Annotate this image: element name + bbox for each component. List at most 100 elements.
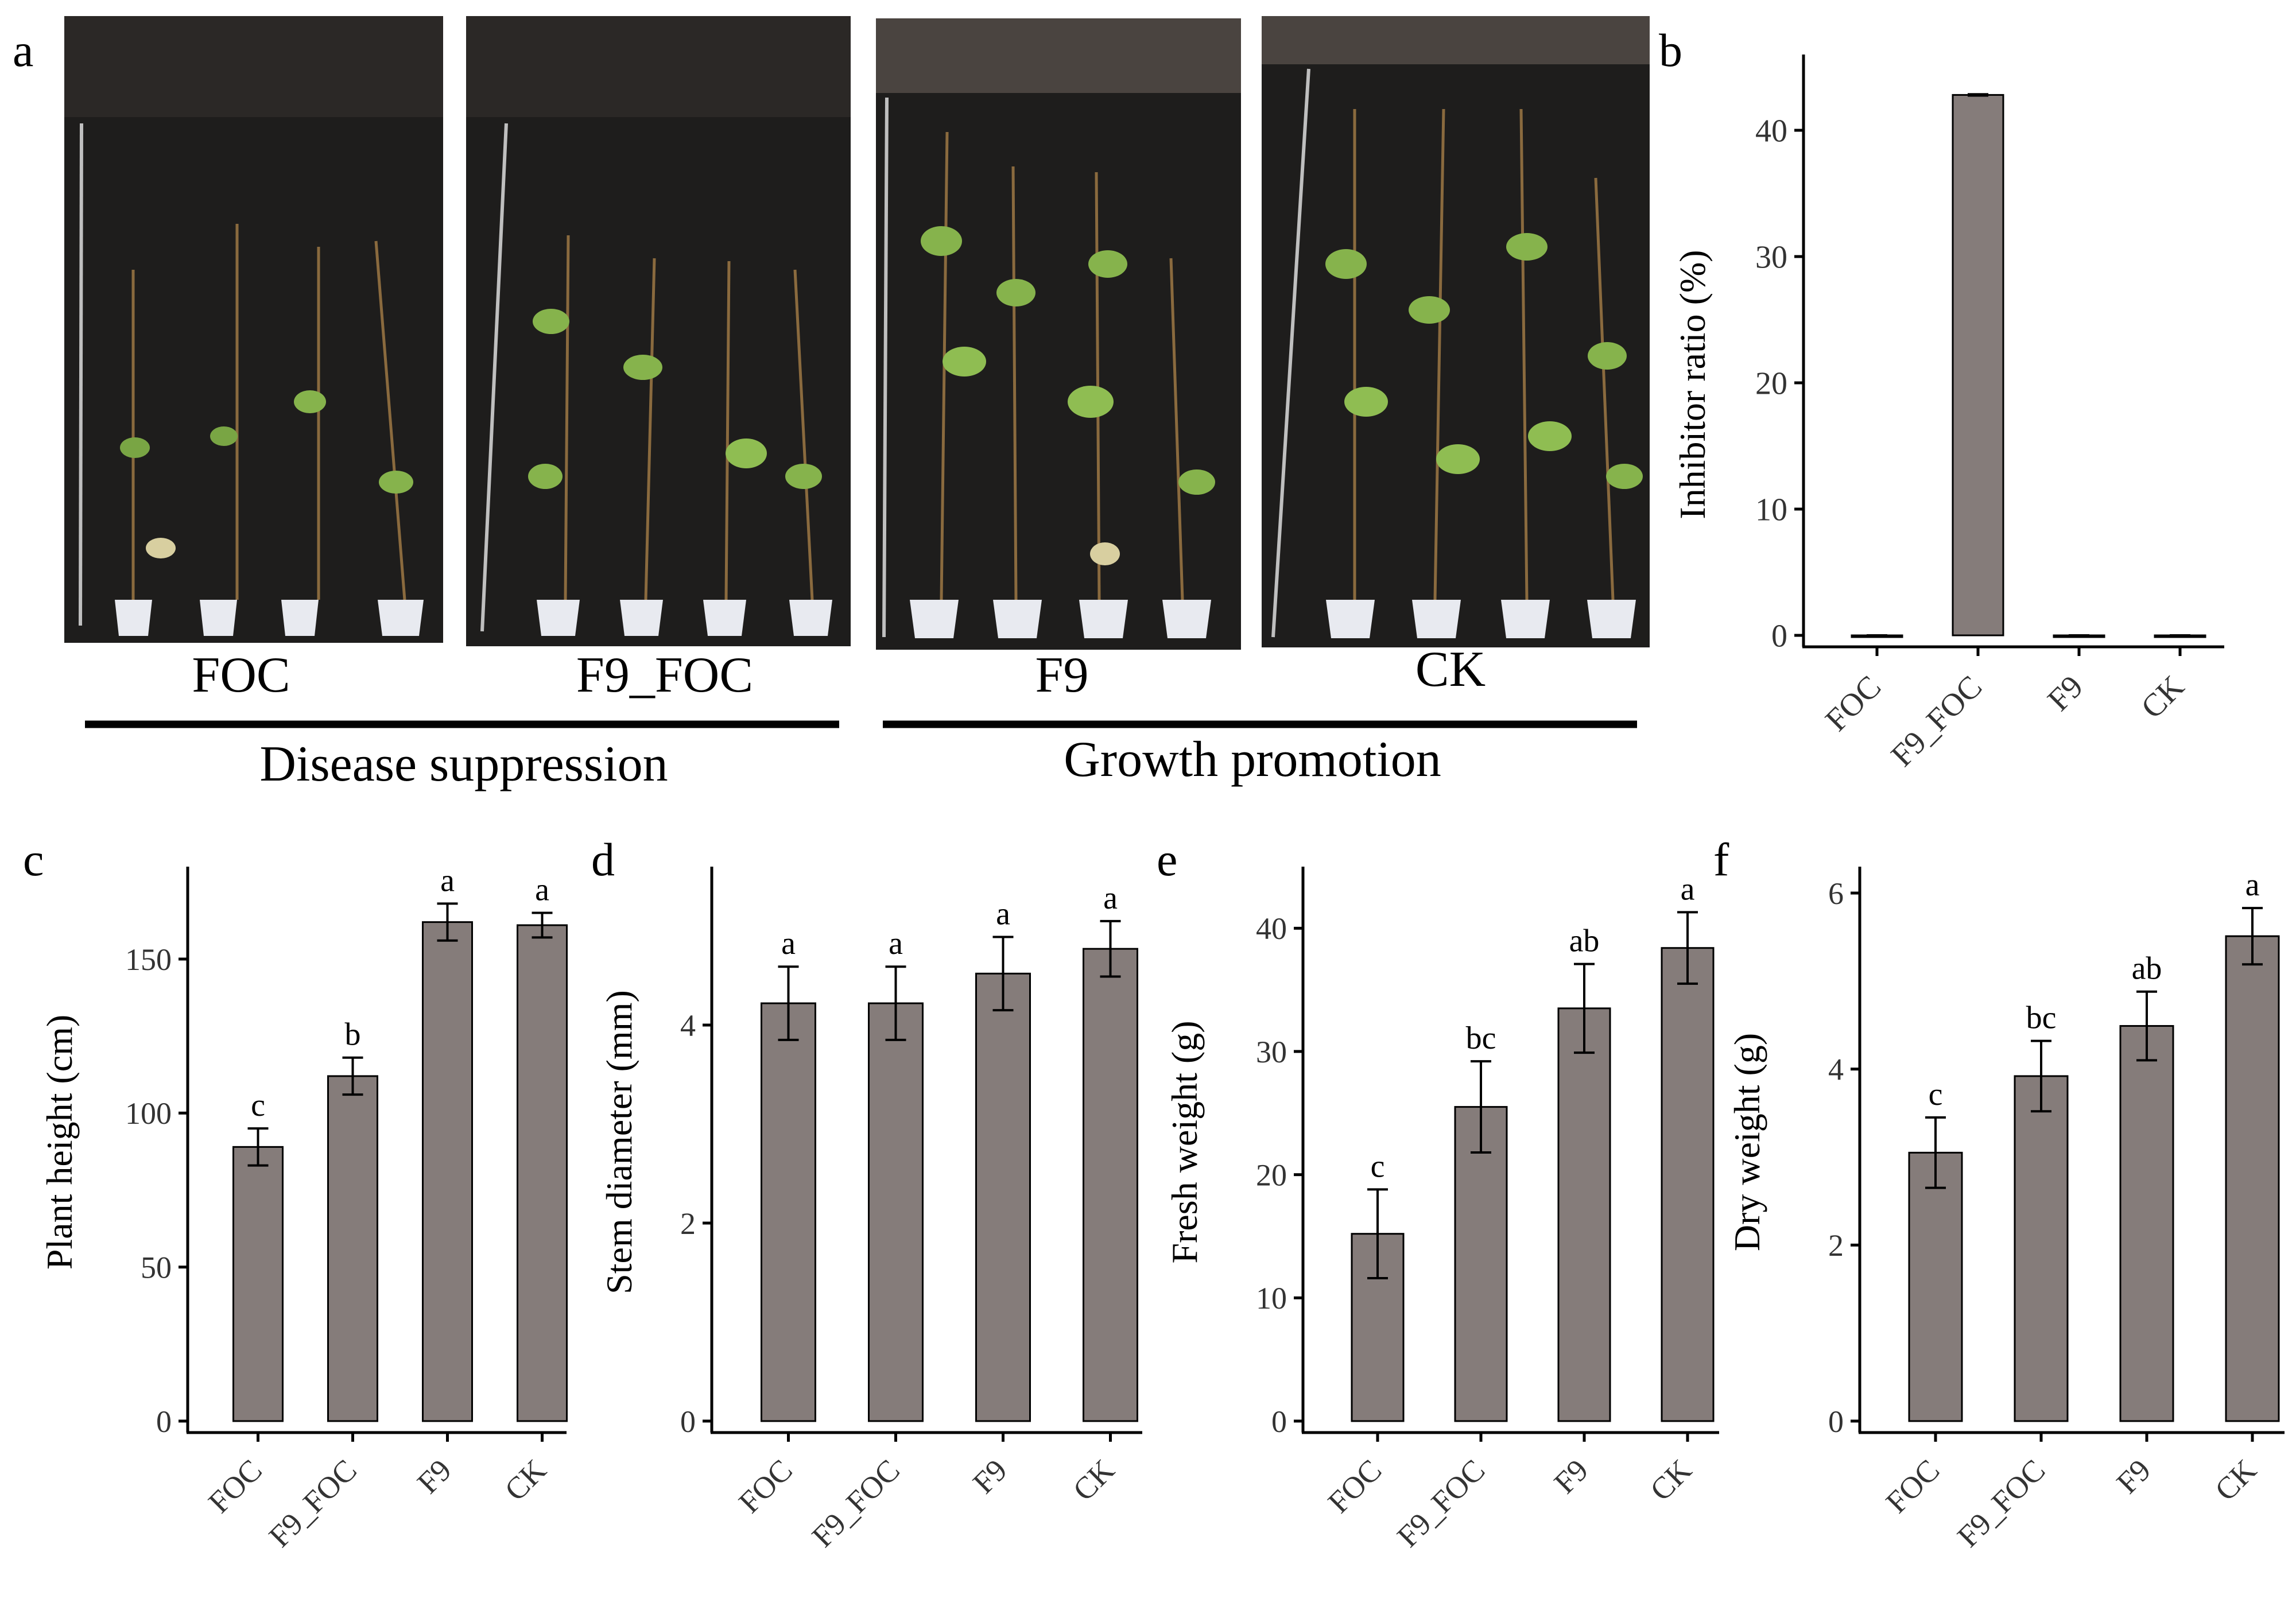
x-tick-label: F9 bbox=[1548, 1453, 1595, 1500]
x-tick-label: FOC bbox=[1879, 1453, 1946, 1520]
significance-letter: ab bbox=[1569, 923, 1600, 959]
group-label-growth: Growth promotion bbox=[1064, 732, 1441, 787]
x-tick-label: FOC bbox=[1818, 669, 1888, 738]
bar-f9 bbox=[2119, 1025, 2174, 1422]
y-tick-label: 100 bbox=[125, 1096, 172, 1131]
photo-f9 bbox=[876, 18, 1241, 650]
y-tick-label: 50 bbox=[141, 1251, 172, 1285]
bar-ck bbox=[1083, 948, 1138, 1422]
y-tick-label: 4 bbox=[680, 1008, 696, 1043]
y-tick-label: 40 bbox=[1256, 911, 1287, 946]
bar-ck bbox=[2225, 935, 2280, 1422]
y-tick-label: 0 bbox=[1771, 619, 1787, 654]
bar-f9-foc bbox=[1952, 94, 2004, 637]
y-tick-label: 2 bbox=[680, 1206, 696, 1241]
bar-foc bbox=[761, 1002, 816, 1422]
y-tick-label: 30 bbox=[1256, 1035, 1287, 1069]
y-tick-label: 4 bbox=[1828, 1053, 1844, 1087]
significance-letter: bc bbox=[1466, 1020, 1496, 1056]
x-tick-label: F9_FOC bbox=[1390, 1453, 1491, 1554]
significance-letter: a bbox=[996, 896, 1010, 932]
panel-letter-d: d bbox=[591, 833, 615, 886]
y-tick-label: 0 bbox=[680, 1404, 696, 1439]
y-tick-label: 40 bbox=[1755, 114, 1787, 149]
x-tick-label: CK bbox=[498, 1453, 553, 1507]
y-tick-label: 150 bbox=[125, 942, 172, 977]
chart-c-plant-height: 0 50 100 150 Plant height (cm) c FOC b F9_FOC a F9… bbox=[39, 863, 568, 1554]
bar-f9-foc bbox=[868, 1002, 924, 1422]
significance-letter: b bbox=[345, 1017, 361, 1053]
y-tick-label: 0 bbox=[156, 1404, 172, 1439]
y-tick-label: 20 bbox=[1755, 366, 1787, 402]
photo-label-foc: FOC bbox=[192, 647, 290, 703]
y-tick-label: 10 bbox=[1755, 492, 1787, 528]
bar-foc bbox=[232, 1146, 284, 1422]
x-tick-label: CK bbox=[1643, 1453, 1698, 1507]
significance-letter: a bbox=[440, 863, 455, 898]
bar-f9-foc bbox=[1454, 1106, 1508, 1422]
photo-f9-foc bbox=[466, 16, 851, 646]
y-tick-label: 6 bbox=[1828, 876, 1844, 911]
x-tick-label: F9_FOC bbox=[805, 1453, 906, 1554]
chart-e-fresh-weight: 0 10 20 30 40 Fresh weight (g) c FOC bc F9_FOC ab F… bbox=[1164, 867, 1719, 1554]
x-tick-label: CK bbox=[2208, 1453, 2263, 1507]
significance-letter: a bbox=[535, 872, 549, 908]
x-tick-label: F9 bbox=[2110, 1453, 2158, 1500]
chart-f-dry-weight: 0 2 4 6 Dry weight (g) c FOC bc F9_FOC ab F9 a CK bbox=[1727, 867, 2285, 1554]
photo-label-f9-foc: F9_FOC bbox=[576, 647, 753, 703]
photo-label-ck: CK bbox=[1415, 642, 1486, 697]
x-tick-label: FOC bbox=[1321, 1453, 1389, 1520]
significance-letter: a bbox=[889, 926, 903, 961]
y-axis-label: Plant height (cm) bbox=[39, 1015, 80, 1270]
x-tick-label: CK bbox=[2134, 669, 2191, 725]
y-tick-label: 0 bbox=[1828, 1404, 1844, 1439]
y-tick-label: 30 bbox=[1755, 240, 1787, 275]
x-tick-label: FOC bbox=[732, 1453, 799, 1520]
significance-letter: c bbox=[1929, 1077, 1943, 1112]
x-tick-label: F9 bbox=[2041, 669, 2091, 718]
y-tick-label: 0 bbox=[1271, 1404, 1287, 1439]
photo-ck bbox=[1262, 16, 1650, 647]
bar-ck bbox=[517, 924, 568, 1422]
bar-f9-foc bbox=[327, 1075, 378, 1422]
panel-a-photos bbox=[64, 16, 1650, 650]
y-tick-label: 10 bbox=[1256, 1281, 1287, 1315]
y-tick-label: 2 bbox=[1828, 1228, 1844, 1263]
y-axis-label: Stem diameter (mm) bbox=[599, 990, 639, 1294]
x-tick-label: FOC bbox=[201, 1453, 269, 1520]
y-tick-label: 20 bbox=[1256, 1158, 1287, 1193]
significance-letter: a bbox=[781, 926, 796, 961]
x-tick-label: F9_FOC bbox=[1884, 669, 1989, 773]
y-axis-label: Fresh weight (g) bbox=[1164, 1020, 1205, 1263]
panel-letter-e: e bbox=[1157, 833, 1177, 886]
significance-letter: a bbox=[1103, 880, 1118, 916]
group-label-disease: Disease suppression bbox=[259, 736, 668, 792]
x-tick-label: F9 bbox=[410, 1453, 458, 1500]
bar-f9-foc bbox=[2014, 1075, 2069, 1422]
bar-f9 bbox=[975, 972, 1031, 1422]
x-tick-label: CK bbox=[1066, 1453, 1121, 1507]
photo-foc bbox=[64, 16, 443, 643]
x-tick-label: F9 bbox=[966, 1453, 1014, 1500]
significance-letter: a bbox=[2245, 867, 2260, 903]
panel-letter-b: b bbox=[1659, 24, 1682, 76]
panel-letter-f: f bbox=[1713, 833, 1729, 886]
significance-letter: ab bbox=[2132, 951, 2162, 987]
y-axis-label: Dry weight (g) bbox=[1727, 1033, 1767, 1251]
bar-foc bbox=[1908, 1151, 1963, 1422]
significance-letter: a bbox=[1681, 871, 1695, 907]
significance-letter: c bbox=[1371, 1148, 1385, 1184]
panel-letter-c: c bbox=[23, 833, 44, 886]
panel-letter-a: a bbox=[13, 24, 33, 76]
x-tick-label: F9_FOC bbox=[262, 1453, 363, 1554]
significance-letter: bc bbox=[2026, 1000, 2057, 1036]
chart-d-stem-diameter: 0 2 4 Stem diameter (mm) a FOC a F9_FOC a F9 a CK bbox=[599, 867, 1142, 1554]
significance-letter: c bbox=[251, 1088, 265, 1123]
y-axis-label: Inhibitor ratio (%) bbox=[1672, 250, 1713, 519]
bar-f9 bbox=[422, 921, 473, 1422]
photo-label-f9: F9 bbox=[1035, 647, 1089, 703]
bar-ck bbox=[1661, 947, 1715, 1422]
x-tick-label: F9_FOC bbox=[1950, 1453, 2051, 1554]
